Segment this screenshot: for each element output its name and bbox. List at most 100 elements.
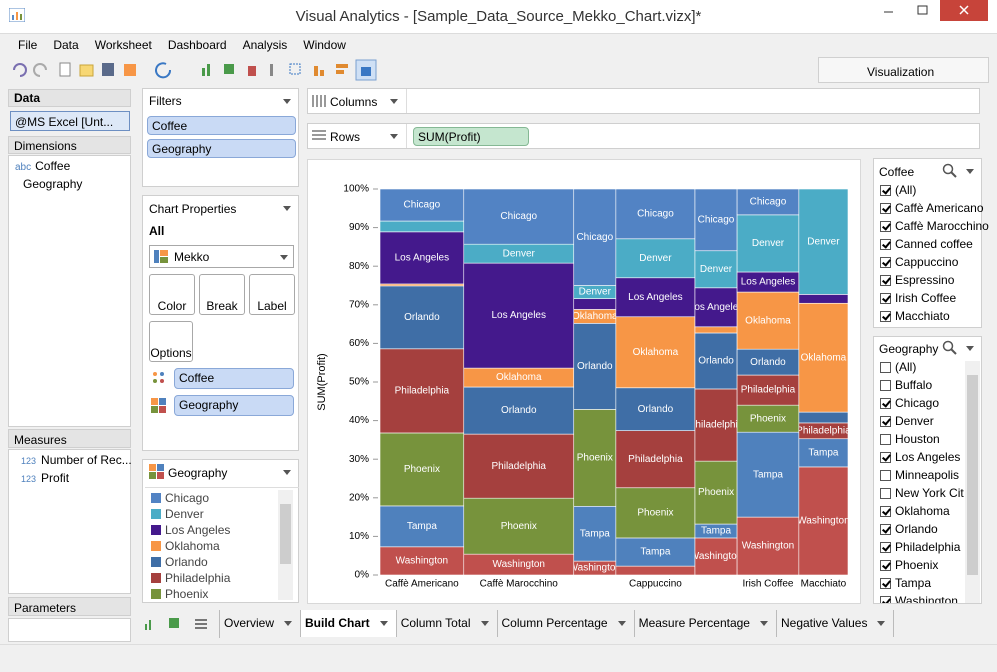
y-axis-title: SUM(Profit) (316, 353, 328, 410)
checkbox[interactable] (880, 293, 891, 304)
dropdown-arrow[interactable] (283, 206, 291, 211)
menu-item[interactable]: Analysis (242, 38, 288, 52)
filter-search-icon[interactable] (942, 163, 980, 179)
checkbox[interactable] (880, 524, 891, 535)
filter-option[interactable]: Oklahoma (880, 504, 950, 518)
property-button-label: Break (206, 299, 238, 313)
checkbox[interactable] (880, 578, 891, 589)
checkbox[interactable] (880, 257, 891, 268)
filter-option[interactable]: Macchiato (880, 309, 950, 323)
property-button[interactable]: Label (249, 274, 295, 315)
checkbox[interactable] (880, 239, 891, 250)
checkbox[interactable] (880, 203, 891, 214)
checkbox[interactable] (880, 434, 891, 445)
filter-option[interactable]: Phoenix (880, 558, 938, 572)
property-button[interactable]: Break (199, 274, 245, 315)
checkbox[interactable] (880, 416, 891, 427)
checkbox[interactable] (880, 560, 891, 571)
segment-label: Washington (396, 556, 448, 567)
mekko-segment (379, 231, 465, 285)
y-tick-label: 100% (343, 184, 369, 195)
filter-option[interactable]: Minneapolis (880, 468, 959, 482)
checkbox[interactable] (880, 380, 891, 391)
checkbox[interactable] (880, 311, 891, 322)
dropdown-arrow[interactable] (283, 470, 291, 475)
filter-option[interactable]: Buffalo (880, 378, 932, 392)
legend-swatch (151, 573, 161, 583)
filter-pill[interactable]: Geography (147, 139, 296, 158)
checkbox[interactable] (880, 452, 891, 463)
legend-swatch (151, 509, 161, 519)
break-field-pill[interactable]: Geography (174, 395, 294, 416)
rows-pill[interactable]: SUM(Profit) (413, 127, 529, 146)
dropdown-arrow[interactable] (390, 99, 398, 104)
filter-option[interactable]: Cappuccino (880, 255, 958, 269)
filter-option[interactable]: Tampa (880, 576, 931, 590)
rows-pill-label: SUM(Profit) (418, 130, 481, 144)
visualization-button[interactable]: Visualization (818, 57, 989, 83)
scroll-thumb[interactable] (280, 504, 291, 564)
chart-type-select[interactable]: Mekko (149, 245, 294, 268)
checkbox[interactable] (880, 185, 891, 196)
checkbox[interactable] (880, 542, 891, 553)
filter-option[interactable]: (All) (880, 183, 916, 197)
filter-option[interactable]: Los Angeles (880, 450, 960, 464)
checkbox[interactable] (880, 362, 891, 373)
checkbox[interactable] (880, 596, 891, 603)
filter-option[interactable]: Caffè Marocchino (880, 219, 989, 233)
checkbox[interactable] (880, 275, 891, 286)
menu-item[interactable]: File (18, 38, 38, 52)
filter-option-label: Los Angeles (895, 450, 961, 464)
sheet-tab[interactable]: Negative Values (776, 610, 895, 637)
filter-option[interactable]: Houston (880, 432, 940, 446)
segment-label: Tampa (701, 526, 731, 537)
dropdown-arrow[interactable] (390, 134, 398, 139)
checkbox[interactable] (880, 221, 891, 232)
menu-item[interactable]: Window (303, 38, 346, 52)
checkbox[interactable] (880, 470, 891, 481)
filter-option[interactable]: Canned coffee (880, 237, 973, 251)
filter-option[interactable]: Orlando (880, 522, 938, 536)
color-field-pill[interactable]: Coffee (174, 368, 294, 389)
checkbox[interactable] (880, 488, 891, 499)
sheet-tab[interactable]: Overview (220, 610, 302, 637)
filter-option-label: (All) (895, 360, 917, 374)
checkbox[interactable] (880, 398, 891, 409)
filter-option[interactable]: Irish Coffee (880, 291, 956, 305)
menu-item[interactable]: Data (53, 38, 79, 52)
coffee-filter-list: (All) Caffè Americano Caffè Marocchino Cann… (878, 183, 989, 327)
filter-option[interactable]: Denver (880, 414, 934, 428)
segment-label: Tampa (753, 469, 783, 480)
sheet-tab[interactable]: Build Chart (301, 610, 397, 637)
legend-scrollbar[interactable] (278, 490, 293, 600)
filter-option[interactable]: Caffè Americano (880, 201, 984, 215)
window-controls[interactable] (862, 0, 990, 22)
break-field-icon (151, 398, 166, 413)
filter-option[interactable]: Washington (880, 594, 958, 603)
geography-scrollbar[interactable] (965, 361, 980, 603)
filter-option[interactable]: New York City (880, 486, 964, 500)
filter-option[interactable]: Chicago (880, 396, 939, 410)
data-source[interactable]: @MS Excel [Unt... (10, 111, 130, 131)
menu-item[interactable]: Dashboard (167, 38, 227, 52)
property-button[interactable]: Color (149, 274, 195, 315)
filter-option[interactable]: Philadelphia (880, 540, 960, 554)
dropdown-arrow[interactable] (283, 99, 291, 104)
mekko-segment (736, 188, 800, 216)
filter-option[interactable]: (All) (880, 360, 916, 374)
sheet-tab[interactable]: Column Percentage (497, 610, 635, 637)
segment-label: Washington (569, 563, 621, 574)
geography-filter-list: (All) Buffalo Chicago Denver Houston Los Ange… (878, 360, 964, 603)
sheet-tabs: Overview Build Chart Column Total Column Pe… (219, 610, 895, 638)
columns-icon (312, 95, 326, 107)
filter-search-icon[interactable] (942, 340, 980, 356)
checkbox[interactable] (880, 506, 891, 517)
segment-label: Oklahoma (745, 315, 791, 326)
sheet-tab[interactable]: Column Total (396, 610, 498, 637)
filter-pill[interactable]: Coffee (147, 116, 296, 135)
sheet-tab[interactable]: Measure Percentage (634, 610, 777, 637)
scroll-thumb[interactable] (967, 375, 978, 575)
property-button[interactable]: Options (149, 321, 193, 362)
filter-option[interactable]: Espressino (880, 273, 954, 287)
menu-item[interactable]: Worksheet (94, 38, 152, 52)
